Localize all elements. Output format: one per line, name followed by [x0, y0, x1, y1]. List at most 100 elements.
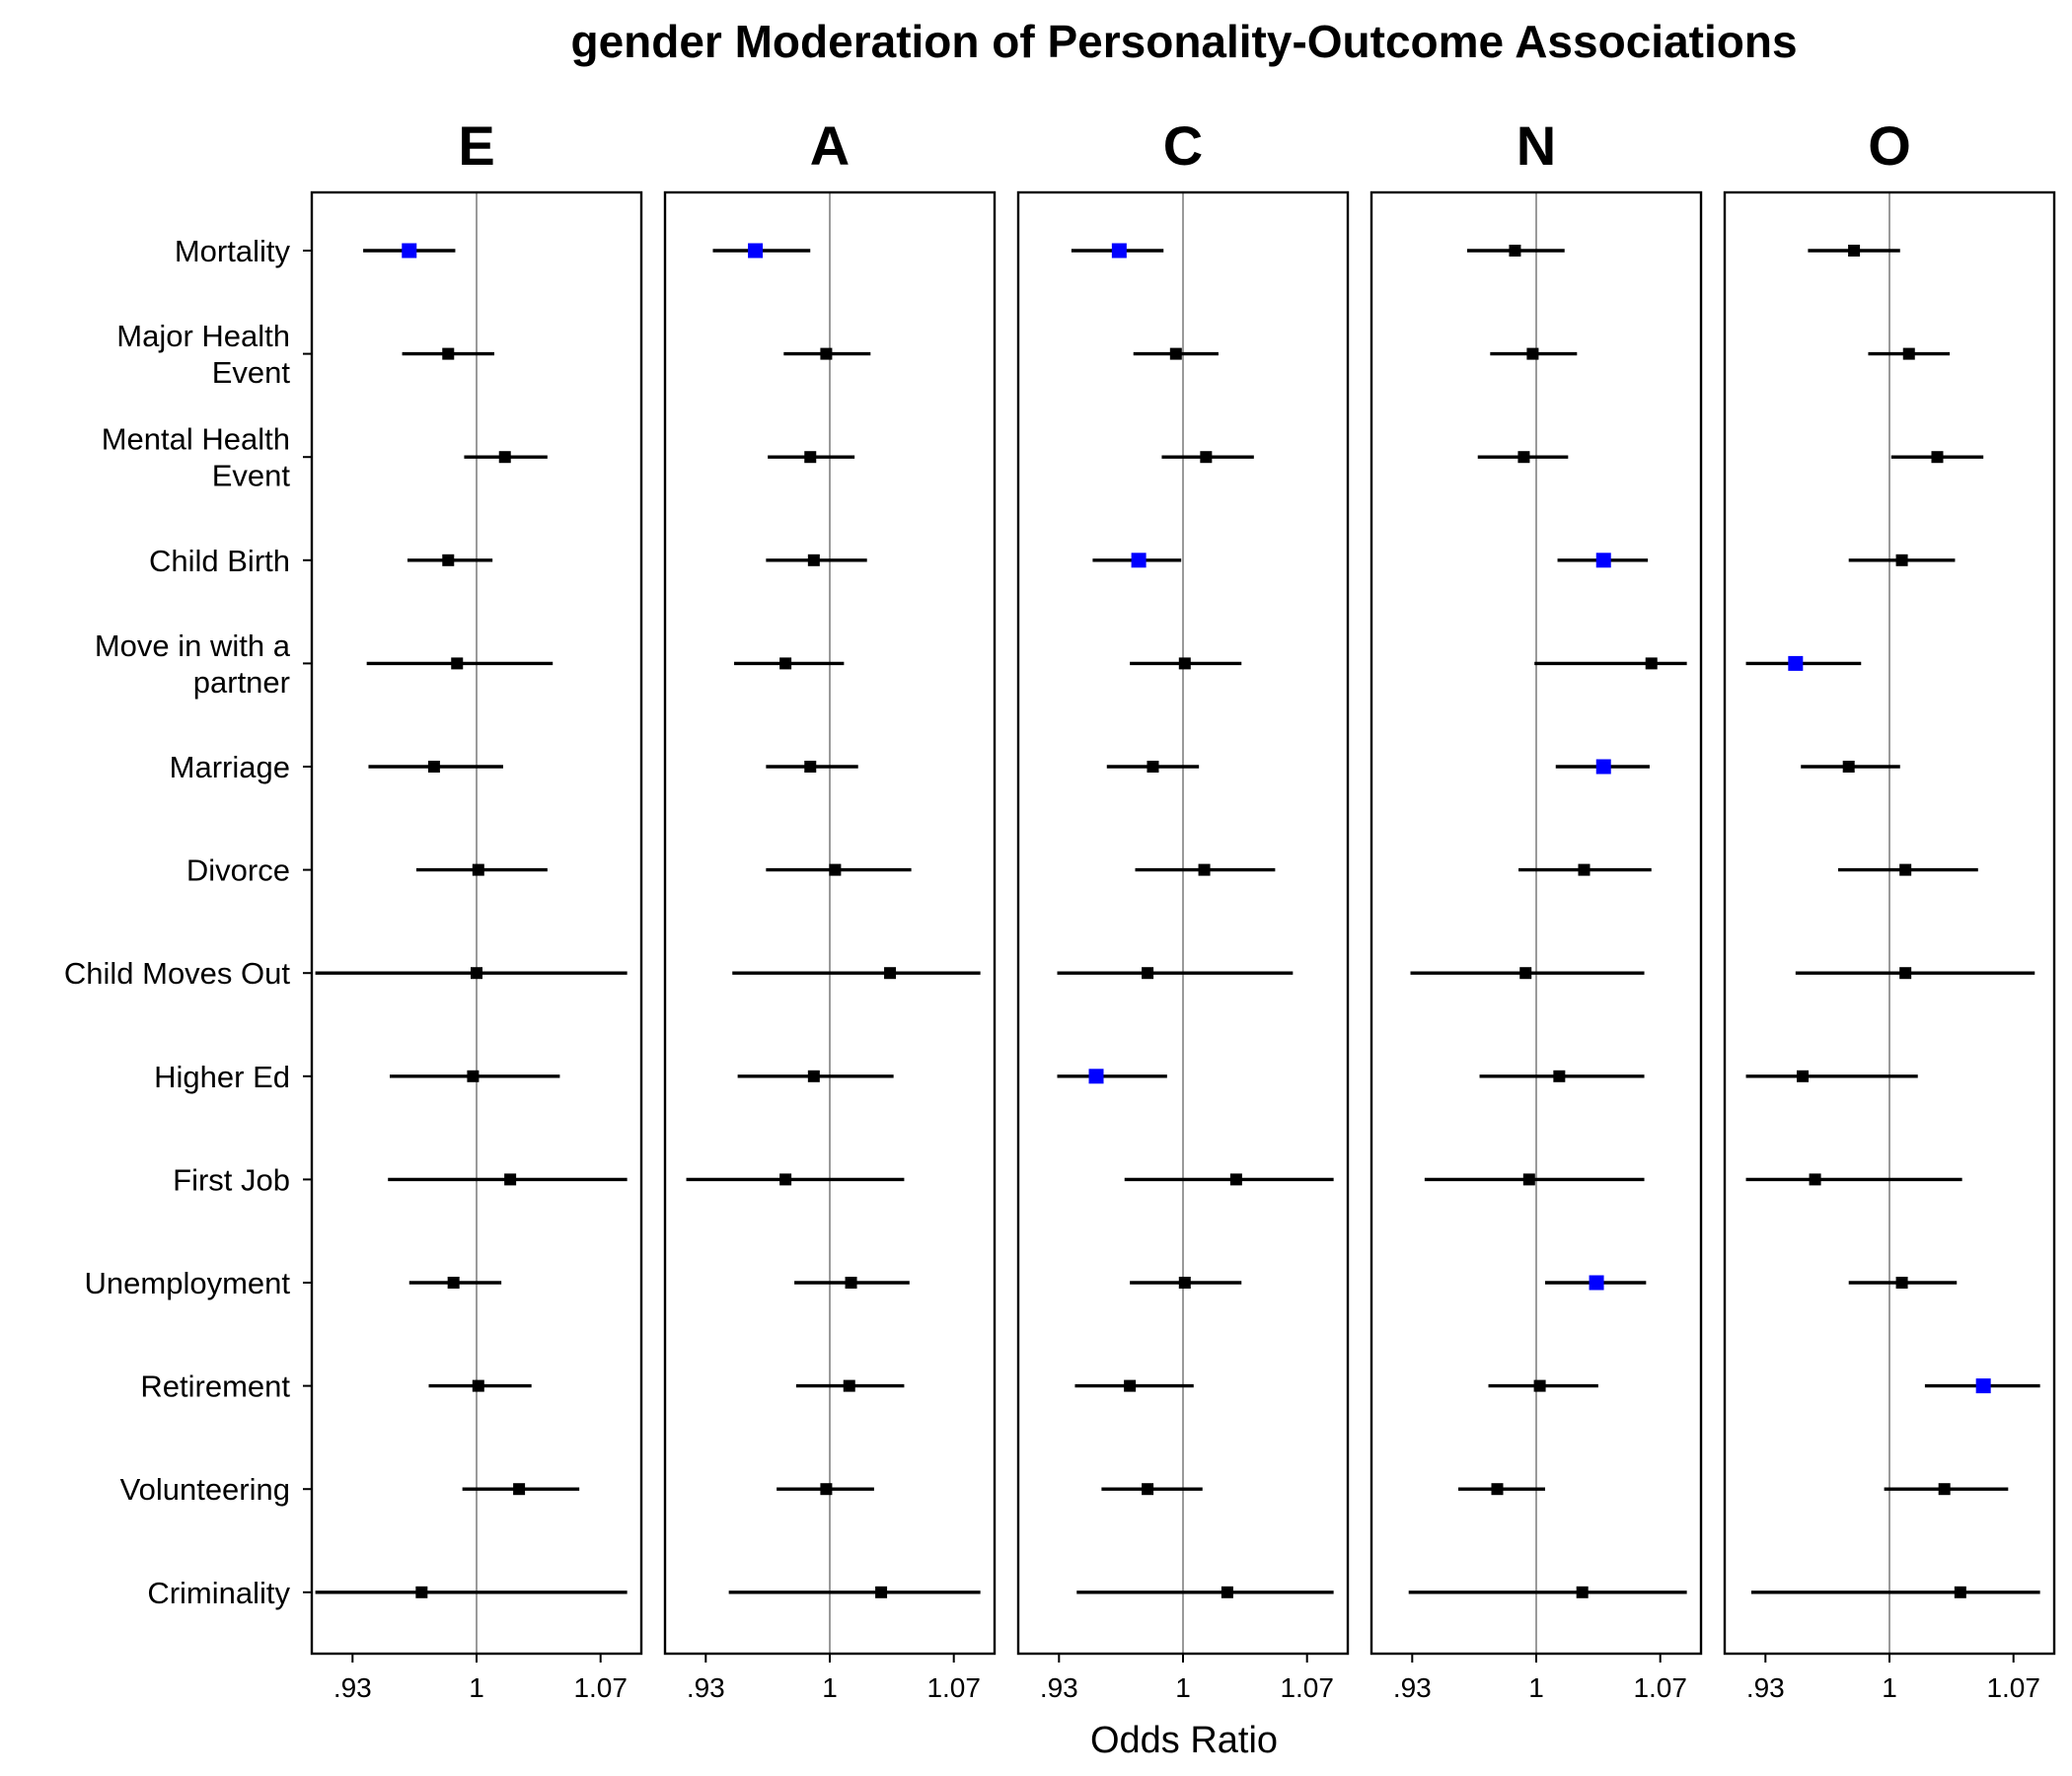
point-estimate	[820, 1483, 833, 1496]
point-estimate	[1809, 1173, 1821, 1186]
outcome-label: First Job	[173, 1162, 290, 1197]
point-estimate	[467, 1070, 480, 1082]
outcome-label: Criminality	[147, 1576, 290, 1610]
point-estimate	[1142, 1483, 1154, 1496]
panel-title: O	[1868, 114, 1911, 177]
x-tick-label: 1	[469, 1672, 484, 1703]
point-estimate	[1595, 553, 1611, 568]
point-estimate	[820, 347, 833, 360]
point-estimate	[1902, 347, 1915, 360]
point-estimate	[1198, 863, 1211, 876]
point-estimate	[1200, 451, 1213, 464]
point-estimate	[472, 863, 484, 876]
point-estimate	[402, 243, 417, 259]
point-estimate	[1553, 1070, 1566, 1082]
panel-title: A	[810, 114, 850, 177]
point-estimate	[1899, 967, 1912, 980]
point-estimate	[884, 967, 897, 980]
x-tick-label: 1.07	[573, 1672, 628, 1703]
point-estimate	[807, 554, 820, 566]
point-estimate	[1938, 1483, 1951, 1496]
point-estimate	[1491, 1483, 1504, 1496]
point-estimate	[513, 1483, 526, 1496]
point-estimate	[1645, 657, 1658, 670]
outcome-label: Move in with a	[95, 629, 291, 663]
outcome-label: Volunteering	[120, 1472, 290, 1507]
panel-title: N	[1517, 114, 1556, 177]
panel-E: E .93 1 1.07	[310, 114, 643, 1703]
point-estimate	[1931, 451, 1944, 464]
point-estimate	[1169, 347, 1182, 360]
outcome-label: Marriage	[170, 750, 290, 784]
point-estimate	[1578, 863, 1591, 876]
x-tick-label: 1.07	[1280, 1672, 1334, 1703]
point-estimate	[1124, 1379, 1137, 1392]
point-estimate	[1142, 967, 1154, 980]
panel-N: N .93 1 1.07	[1369, 114, 1703, 1703]
point-estimate	[1519, 967, 1532, 980]
outcome-label: Event	[212, 459, 291, 493]
point-estimate	[1517, 451, 1530, 464]
point-estimate	[1797, 1070, 1810, 1082]
x-tick-label: .93	[1040, 1672, 1078, 1703]
point-estimate	[779, 1173, 792, 1186]
point-estimate	[829, 863, 842, 876]
x-tick-label: 1.07	[1986, 1672, 2040, 1703]
x-tick-label: .93	[333, 1672, 372, 1703]
point-estimate	[845, 1277, 857, 1289]
point-estimate	[1842, 761, 1855, 773]
point-estimate	[427, 761, 440, 773]
point-estimate	[1111, 243, 1127, 259]
panel-C: C .93 1 1.07	[1016, 114, 1350, 1703]
point-estimate	[504, 1173, 517, 1186]
outcome-label: Divorce	[186, 853, 290, 888]
x-tick-label: 1	[822, 1672, 838, 1703]
point-estimate	[1178, 1277, 1191, 1289]
panel-O: O .93 1 1.07	[1723, 114, 2056, 1703]
x-tick-label: 1.07	[926, 1672, 981, 1703]
panel-title: E	[458, 114, 494, 177]
point-estimate	[471, 967, 482, 980]
point-estimate	[875, 1586, 888, 1598]
point-estimate	[1526, 347, 1539, 360]
x-tick-label: 1	[1528, 1672, 1544, 1703]
point-estimate	[1595, 759, 1611, 775]
x-tick-label: 1	[1882, 1672, 1897, 1703]
outcome-label: Mental Health	[102, 422, 290, 457]
point-estimate	[779, 657, 792, 670]
outcome-label: partner	[193, 665, 290, 700]
outcome-label: Child Birth	[149, 544, 290, 578]
panels: E .93 1 1.07 A .93 1 1.07 C .93 1 1.07 N .93 1 1.07 O .93…	[310, 114, 2056, 1703]
point-estimate	[442, 554, 455, 566]
outcome-label: Mortality	[175, 234, 291, 268]
point-estimate	[1975, 1378, 1991, 1394]
point-estimate	[442, 347, 455, 360]
point-estimate	[1229, 1173, 1242, 1186]
point-estimate	[1576, 1586, 1589, 1598]
x-tick-label: 1.07	[1633, 1672, 1687, 1703]
point-estimate	[1522, 1173, 1535, 1186]
x-tick-label: .93	[1393, 1672, 1432, 1703]
panel-title: C	[1163, 114, 1203, 177]
outcome-label: Child Moves Out	[64, 956, 291, 991]
point-estimate	[804, 451, 817, 464]
point-estimate	[1509, 245, 1521, 257]
point-estimate	[843, 1379, 855, 1392]
point-estimate	[498, 451, 511, 464]
point-estimate	[807, 1070, 820, 1082]
outcome-label: Event	[212, 355, 291, 390]
chart-title: gender Moderation of Personality-Outcome…	[570, 16, 1797, 67]
point-estimate	[1895, 554, 1908, 566]
point-estimate	[1147, 761, 1159, 773]
point-estimate	[1788, 655, 1804, 671]
panel-A: A .93 1 1.07	[663, 114, 997, 1703]
outcome-label: Major Health	[116, 319, 290, 353]
point-estimate	[415, 1586, 428, 1598]
x-axis-label: Odds Ratio	[1090, 1720, 1278, 1761]
point-estimate	[451, 657, 464, 670]
point-estimate	[748, 243, 764, 259]
outcome-label: Higher Ed	[154, 1060, 290, 1094]
point-estimate	[1131, 553, 1147, 568]
point-estimate	[472, 1379, 484, 1392]
